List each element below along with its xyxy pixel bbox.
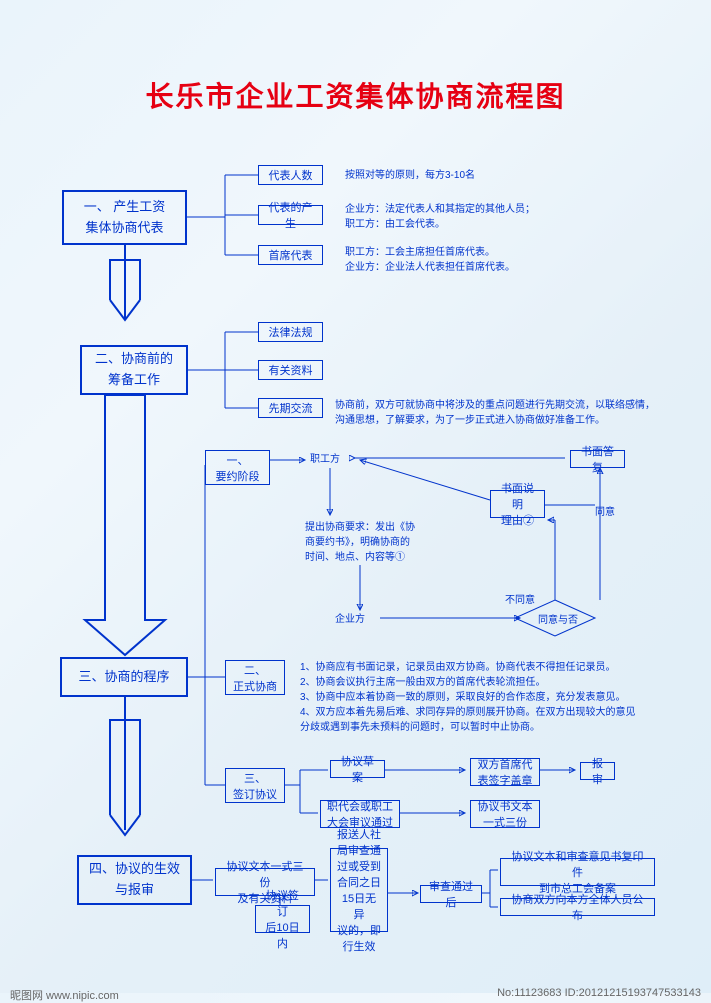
annotation-text-8: 同意与否 bbox=[538, 613, 578, 628]
sub-box-19: 协商双方向本方全体人员公布 bbox=[500, 898, 655, 916]
sub-box-12: 协议书文本一式三份 bbox=[470, 800, 540, 828]
sub-box-3: 法律法规 bbox=[258, 322, 323, 342]
sub-box-15: 协议签订后10日内 bbox=[255, 905, 310, 933]
sub-box-8: 三、签订协议 bbox=[225, 768, 285, 803]
sub-box-1: 代表的产生 bbox=[258, 205, 323, 225]
sub-box-11: 双方首席代表签字盖章 bbox=[470, 758, 540, 786]
sub-box-6: 一、要约阶段 bbox=[205, 450, 270, 485]
page-title: 长乐市企业工资集体协商流程图 bbox=[0, 75, 711, 115]
sub-box-17: 审查通过后 bbox=[420, 885, 482, 903]
sub-box-5: 先期交流 bbox=[258, 398, 323, 418]
watermark-left: 昵图网 www.nipic.com bbox=[10, 987, 119, 1003]
watermark-right: No:11123683 ID:20121215193747533143 bbox=[497, 987, 701, 999]
annotation-text-4: 职工方 bbox=[310, 452, 340, 467]
main-box-3: 三、协商的程序 bbox=[60, 657, 188, 697]
annotation-text-3: 协商前，双方可就协商中将涉及的重点问题进行先期交流，以联络感情，沟通思想，了解要… bbox=[335, 398, 655, 428]
main-box-4: 四、协议的生效与报审 bbox=[77, 855, 192, 905]
sub-box-16: 报送人社局审查通过或受到合同之日15日无异议的，即行生效 bbox=[330, 848, 388, 932]
annotation-text-6: 同意 bbox=[595, 505, 615, 520]
sub-box-4: 有关资料 bbox=[258, 360, 323, 380]
annotation-text-10: 1、协商应有书面记录，记录员由双方协商。协商代表不得担任记录员。2、协商会议执行… bbox=[300, 660, 636, 735]
sub-box-7: 二、正式协商 bbox=[225, 660, 285, 695]
annotation-text-0: 按照对等的原则，每方3-10名 bbox=[345, 168, 475, 183]
main-box-2: 二、协商前的筹备工作 bbox=[80, 345, 188, 395]
sub-box-18: 协议文本和审查意见书复印件到市总工会备案 bbox=[500, 858, 655, 886]
sub-box-9: 协议草案 bbox=[330, 760, 385, 778]
sub-box-13: 报审 bbox=[580, 762, 615, 780]
sub-box-0: 代表人数 bbox=[258, 165, 323, 185]
annotation-text-1: 企业方：法定代表人和其指定的其他人员；职工方：由工会代表。 bbox=[345, 202, 535, 232]
sub-box-10: 职代会或职工大会审议通过 bbox=[320, 800, 400, 828]
annotation-text-9: 提出协商要求：发出《协商要约书》，明确协商的时间、地点、内容等① bbox=[305, 520, 415, 565]
sub-box-2: 首席代表 bbox=[258, 245, 323, 265]
sub-box-20: 书面答复 bbox=[570, 450, 625, 468]
sub-box-21: 书面说明理由② bbox=[490, 490, 545, 518]
annotation-text-2: 职工方：工会主席担任首席代表。企业方：企业法人代表担任首席代表。 bbox=[345, 245, 515, 275]
annotation-text-5: 企业方 bbox=[335, 612, 365, 627]
annotation-text-7: 不同意 bbox=[505, 593, 535, 608]
main-box-1: 一、 产生工资集体协商代表 bbox=[62, 190, 187, 245]
